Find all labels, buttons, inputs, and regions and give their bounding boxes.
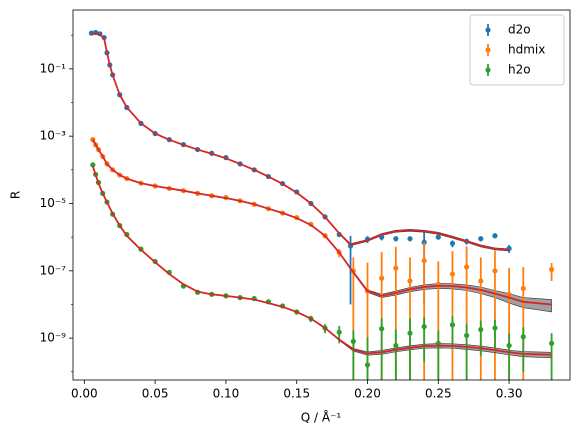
legend-marker [485, 27, 491, 33]
data-point [492, 233, 498, 239]
y-tick-label: 10⁻⁵ [40, 196, 67, 210]
y-tick-label: 10⁻⁹ [40, 331, 67, 345]
data-point [435, 234, 441, 240]
data-point [435, 340, 441, 346]
y-tick-label: 10⁻⁷ [40, 263, 67, 277]
legend-marker [485, 67, 491, 73]
plot-area [88, 29, 555, 380]
y-tick-label: 10⁻³ [40, 129, 67, 143]
fit-line [92, 138, 552, 306]
legend: d2o hdmix h2o [469, 14, 565, 86]
y-tick-label: 10⁻¹ [40, 61, 67, 75]
legend-label: h2o [508, 63, 531, 77]
fit-line [91, 165, 552, 356]
x-tick-label: 0.25 [425, 387, 452, 401]
x-tick-label: 0.00 [71, 387, 98, 401]
x-tick-label: 0.20 [354, 387, 381, 401]
legend-label: d2o [508, 23, 531, 37]
data-point [520, 285, 526, 292]
data-point [506, 291, 512, 297]
fit-line [91, 32, 510, 251]
data-point [379, 326, 385, 332]
data-point [364, 362, 371, 368]
data-point [421, 239, 427, 245]
data-point [464, 332, 470, 339]
x-tick-label: 0.10 [213, 387, 240, 401]
data-point [379, 275, 385, 281]
data-point [548, 266, 555, 273]
data-point [407, 278, 413, 284]
data-point [548, 340, 555, 346]
data-point [393, 342, 399, 349]
y-axis-label: R [9, 191, 23, 199]
data-point [520, 334, 526, 340]
data-point [393, 236, 399, 242]
x-tick-label: 0.30 [496, 387, 523, 401]
data-point [449, 322, 456, 328]
data-point [421, 258, 427, 264]
axes-frame [72, 9, 571, 381]
x-tick-label: 0.15 [283, 387, 310, 401]
data-point [90, 162, 96, 168]
data-point [478, 236, 484, 242]
x-tick-label: 0.05 [142, 387, 169, 401]
data-point [407, 236, 413, 242]
data-point [421, 323, 427, 330]
data-point [350, 338, 356, 344]
data-point [449, 240, 456, 247]
axes: 0.00 0.05 0.10 0.15 0.20 0.25 0.30 10⁻¹ 10⁻³ 10⁻⁵… [40, 34, 523, 401]
data-point [492, 268, 498, 274]
data-point [464, 264, 470, 270]
data-point [407, 330, 413, 336]
data-point [449, 271, 456, 277]
legend-label: hdmix [508, 43, 545, 57]
data-point [393, 265, 399, 271]
data-point [478, 278, 484, 284]
data-point [478, 326, 484, 333]
data-point [492, 325, 498, 331]
data-point [506, 342, 512, 349]
legend-marker [485, 47, 491, 53]
legend-frame [469, 14, 565, 86]
data-point [336, 329, 342, 335]
x-axis-label: Q / Å⁻¹ [301, 410, 342, 425]
